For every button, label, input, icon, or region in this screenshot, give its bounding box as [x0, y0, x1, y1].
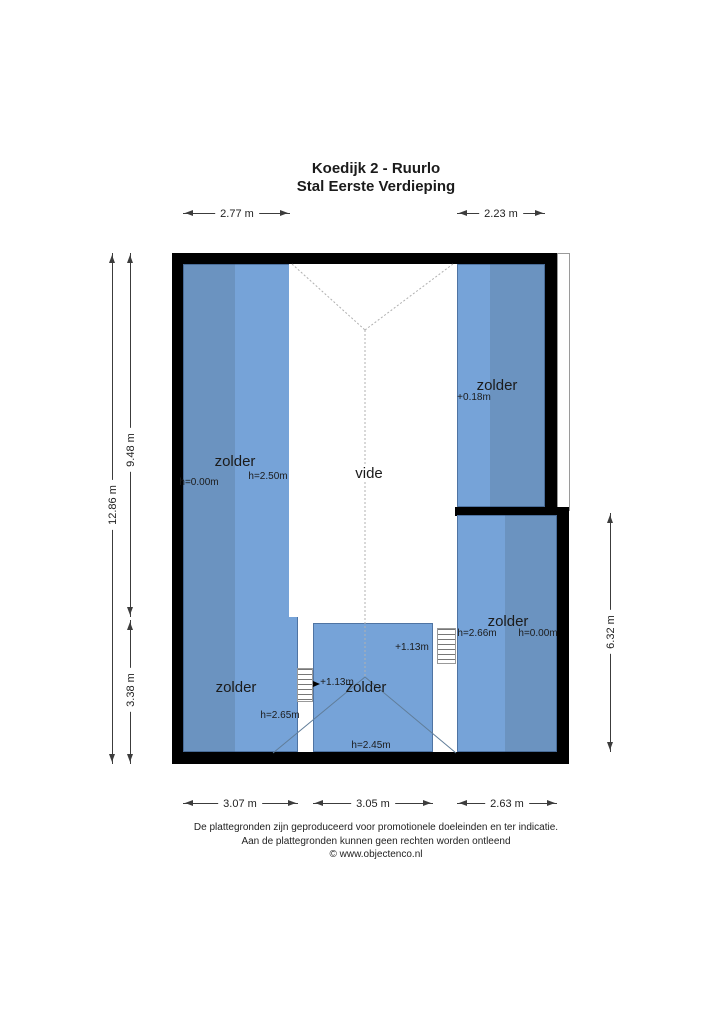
dim-label-right: 6.32 m: [605, 610, 617, 654]
footer-disclaimer: De plattegronden zijn geproduceerd voor …: [32, 821, 720, 862]
room-label-zolder-left: zolder: [214, 453, 256, 470]
dim-label-left-upper: 9.48 m: [125, 428, 137, 472]
room-zolder-top-right: [457, 264, 545, 507]
dim-label-left-lower: 3.38 m: [125, 668, 137, 712]
room-label-zolder-top-right: zolder: [476, 377, 518, 394]
dim-label-bottom-3: 2.63 m: [485, 798, 529, 810]
stairs-left: [297, 668, 313, 702]
stair-level-right: +1.13m: [395, 642, 429, 653]
dim-label-left-outer: 12.86 m: [107, 480, 119, 530]
height-label-bottom-left: h=2.65m: [260, 710, 300, 721]
roof-outline: [557, 253, 570, 511]
room-label-zolder-bottom-left: zolder: [215, 679, 257, 696]
room-zolder-bottom-right: [457, 515, 557, 752]
wall-right-upper: [545, 253, 557, 515]
plan-title: Koedijk 2 - Ruurlo Stal Eerste Verdiepin…: [32, 160, 720, 196]
height-label-bottom-right-266: h=2.66m: [457, 628, 497, 639]
level-label-top-right: +0.18m: [457, 392, 491, 403]
height-label-left-0: h=0.00m: [179, 477, 219, 488]
wall-left: [172, 253, 183, 764]
height-label-bottom-middle: h=2.45m: [351, 740, 391, 751]
wall-top: [172, 253, 557, 264]
dim-label-top-left: 2.77 m: [215, 208, 259, 220]
dim-label-bottom-1: 3.07 m: [218, 798, 262, 810]
room-label-vide: vide: [344, 466, 394, 482]
room-zolder-left: [183, 264, 298, 752]
room-label-zolder-bottom-right: zolder: [487, 613, 529, 630]
wall-step: [455, 507, 569, 516]
footer-line2: Aan de plattegronden kunnen geen rechten…: [241, 835, 511, 847]
stairs-right: [437, 628, 456, 664]
stair-level-left: +1.13m: [320, 677, 354, 688]
height-label-bottom-right-000: h=0.00m: [518, 628, 558, 639]
dim-label-bottom-2: 3.05 m: [351, 798, 395, 810]
wall-bottom: [172, 752, 569, 764]
footer-line3: © www.objectenco.nl: [329, 849, 423, 860]
plan-title-line1: Koedijk 2 - Ruurlo: [311, 160, 441, 177]
footer-line1: De plattegronden zijn geproduceerd voor …: [193, 822, 559, 833]
height-label-left-250: h=2.50m: [248, 471, 288, 482]
plan-title-line2: Stal Eerste Verdieping: [296, 178, 456, 195]
room-label-zolder-bottom-middle: zolder: [345, 679, 387, 696]
wall-right-lower: [557, 507, 569, 764]
dim-label-top-right: 2.23 m: [479, 208, 523, 220]
